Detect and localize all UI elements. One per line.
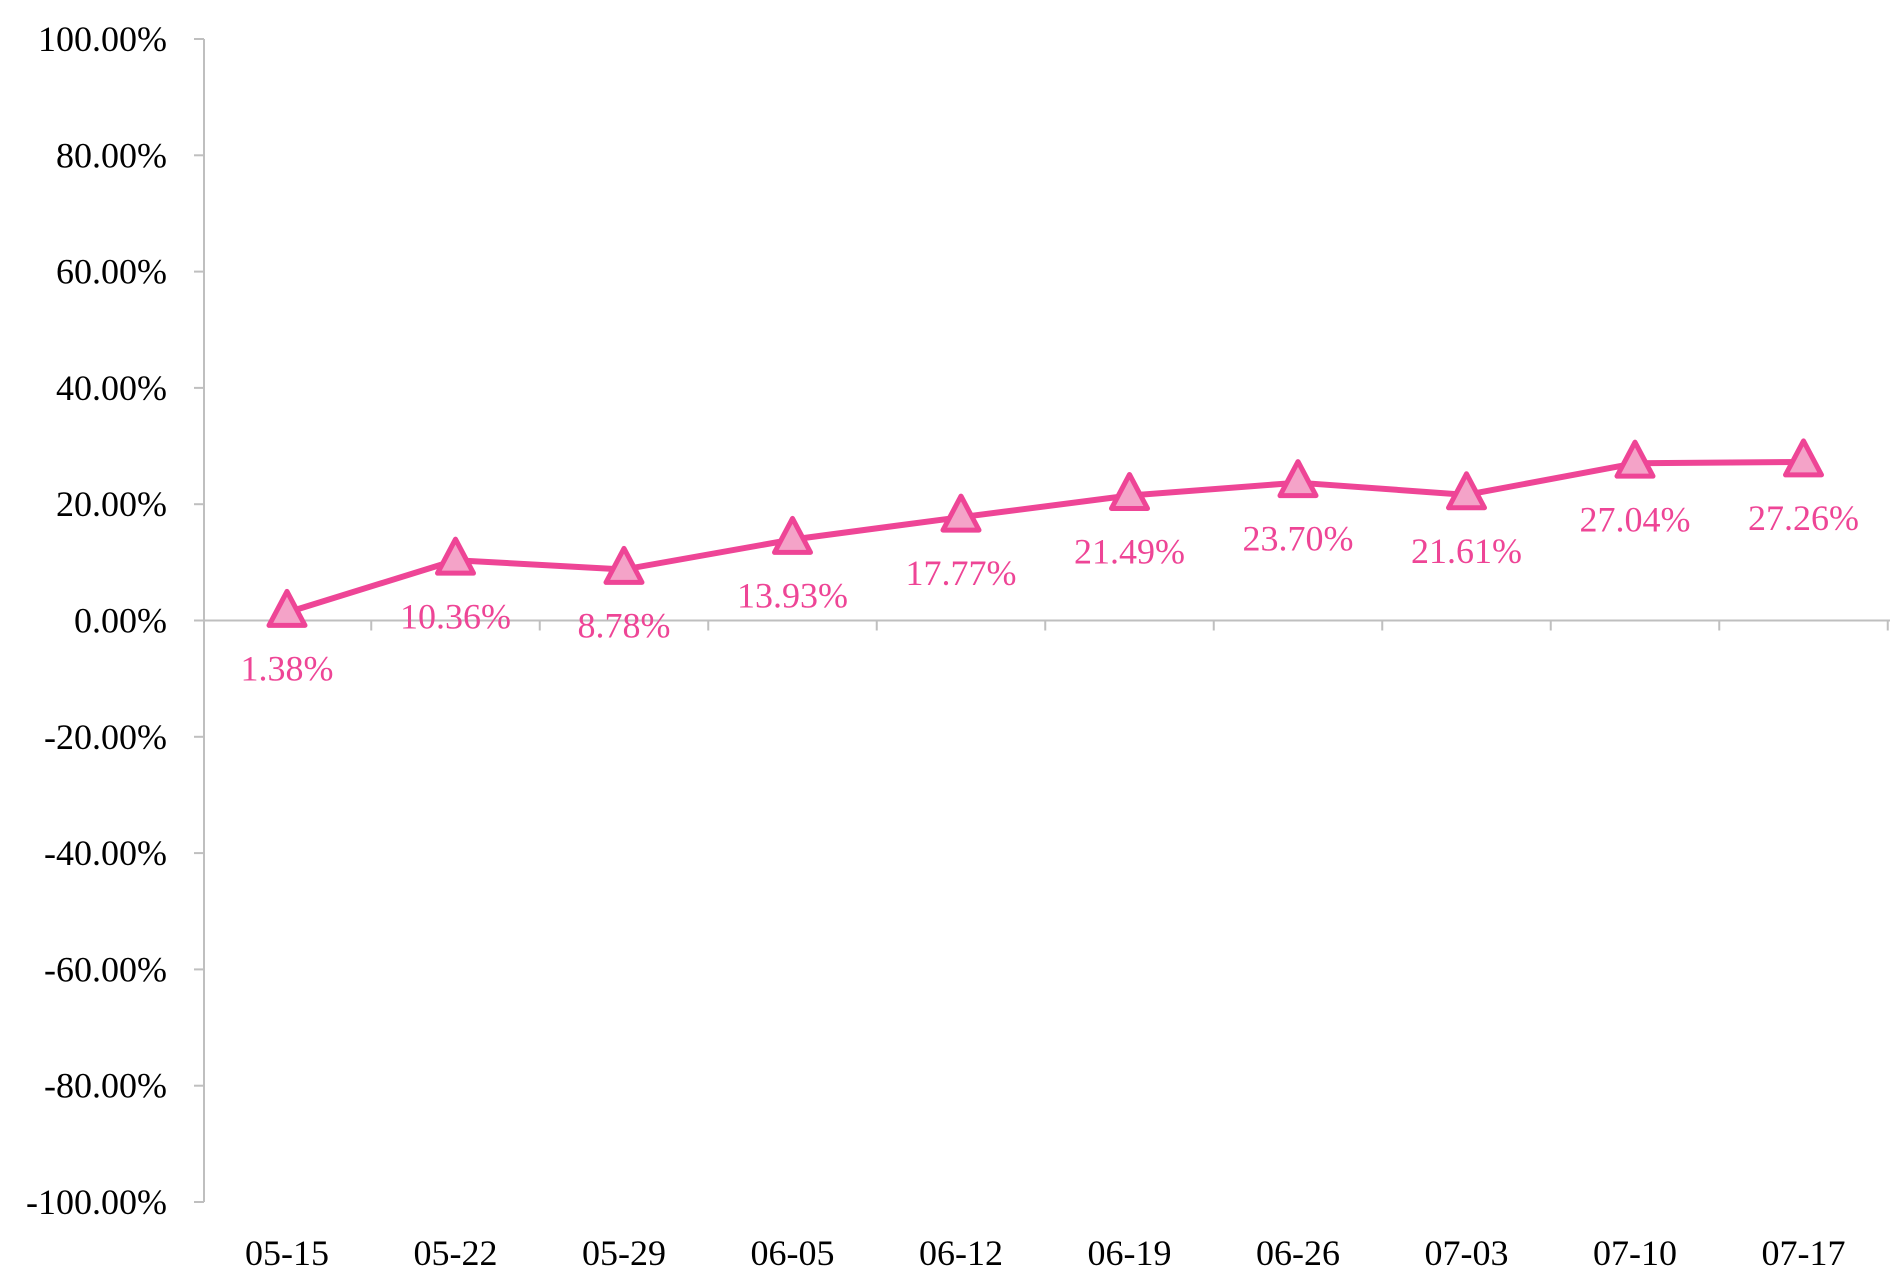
- x-tick-label: 07-17: [1762, 1233, 1846, 1273]
- x-tick-label: 05-15: [245, 1233, 329, 1273]
- y-tick-label: -100.00%: [26, 1182, 167, 1222]
- y-tick-label: 80.00%: [56, 135, 167, 175]
- triangle-marker: [772, 515, 813, 555]
- y-tick-label: 40.00%: [56, 368, 167, 408]
- data-label: 8.78%: [578, 605, 671, 645]
- x-axis-ticks: 05-15 05-22 05-29 06-05 06-12 06-19 06-26 07-03…: [245, 620, 1889, 1273]
- x-tick-label: 06-26: [1256, 1233, 1340, 1273]
- data-label: 21.49%: [1074, 532, 1185, 572]
- x-tick-label: 07-10: [1593, 1233, 1677, 1273]
- x-tick-label: 05-22: [414, 1233, 498, 1273]
- y-tick-label: -60.00%: [44, 949, 167, 989]
- data-label: 10.36%: [400, 596, 511, 636]
- data-label: 27.04%: [1580, 499, 1691, 539]
- series-group: [266, 438, 1824, 628]
- x-tick-label: 06-19: [1088, 1233, 1172, 1273]
- data-label: 1.38%: [241, 648, 334, 688]
- y-tick-label: -40.00%: [44, 833, 167, 873]
- data-label: 13.93%: [737, 575, 848, 615]
- x-tick-label: 05-29: [582, 1233, 666, 1273]
- y-tick-label: 60.00%: [56, 252, 167, 292]
- triangle-marker: [266, 588, 308, 628]
- triangle-marker: [1109, 471, 1150, 511]
- x-tick-label: 07-03: [1425, 1233, 1509, 1273]
- y-tick-label: -80.00%: [44, 1066, 167, 1106]
- series-line: [284, 458, 1807, 616]
- triangle-marker: [1446, 471, 1487, 511]
- data-label: 23.70%: [1243, 519, 1354, 559]
- triangle-marker: [1614, 439, 1656, 479]
- y-tick-label: 0.00%: [74, 601, 167, 641]
- triangle-marker: [1783, 438, 1824, 478]
- x-tick-label: 06-12: [919, 1233, 1003, 1273]
- data-label: 21.61%: [1411, 531, 1522, 571]
- triangle-marker: [603, 545, 645, 585]
- y-tick-label: 100.00%: [38, 19, 167, 59]
- x-tick-label: 06-05: [751, 1233, 835, 1273]
- triangle-marker: [940, 493, 982, 533]
- y-tick-label: 20.00%: [56, 484, 167, 524]
- y-tick-label: -20.00%: [44, 717, 167, 757]
- triangle-marker: [435, 536, 476, 576]
- data-labels: 1.38% 10.36% 8.78% 13.93% 17.77% 21.49% 23.70%…: [241, 498, 1860, 688]
- data-label: 17.77%: [906, 553, 1017, 593]
- triangle-marker: [1277, 459, 1319, 499]
- y-axis-ticks: 100.00% 80.00% 60.00% 40.00% 20.00% 0.00% -20.…: [26, 19, 204, 1222]
- data-label: 27.26%: [1748, 498, 1859, 538]
